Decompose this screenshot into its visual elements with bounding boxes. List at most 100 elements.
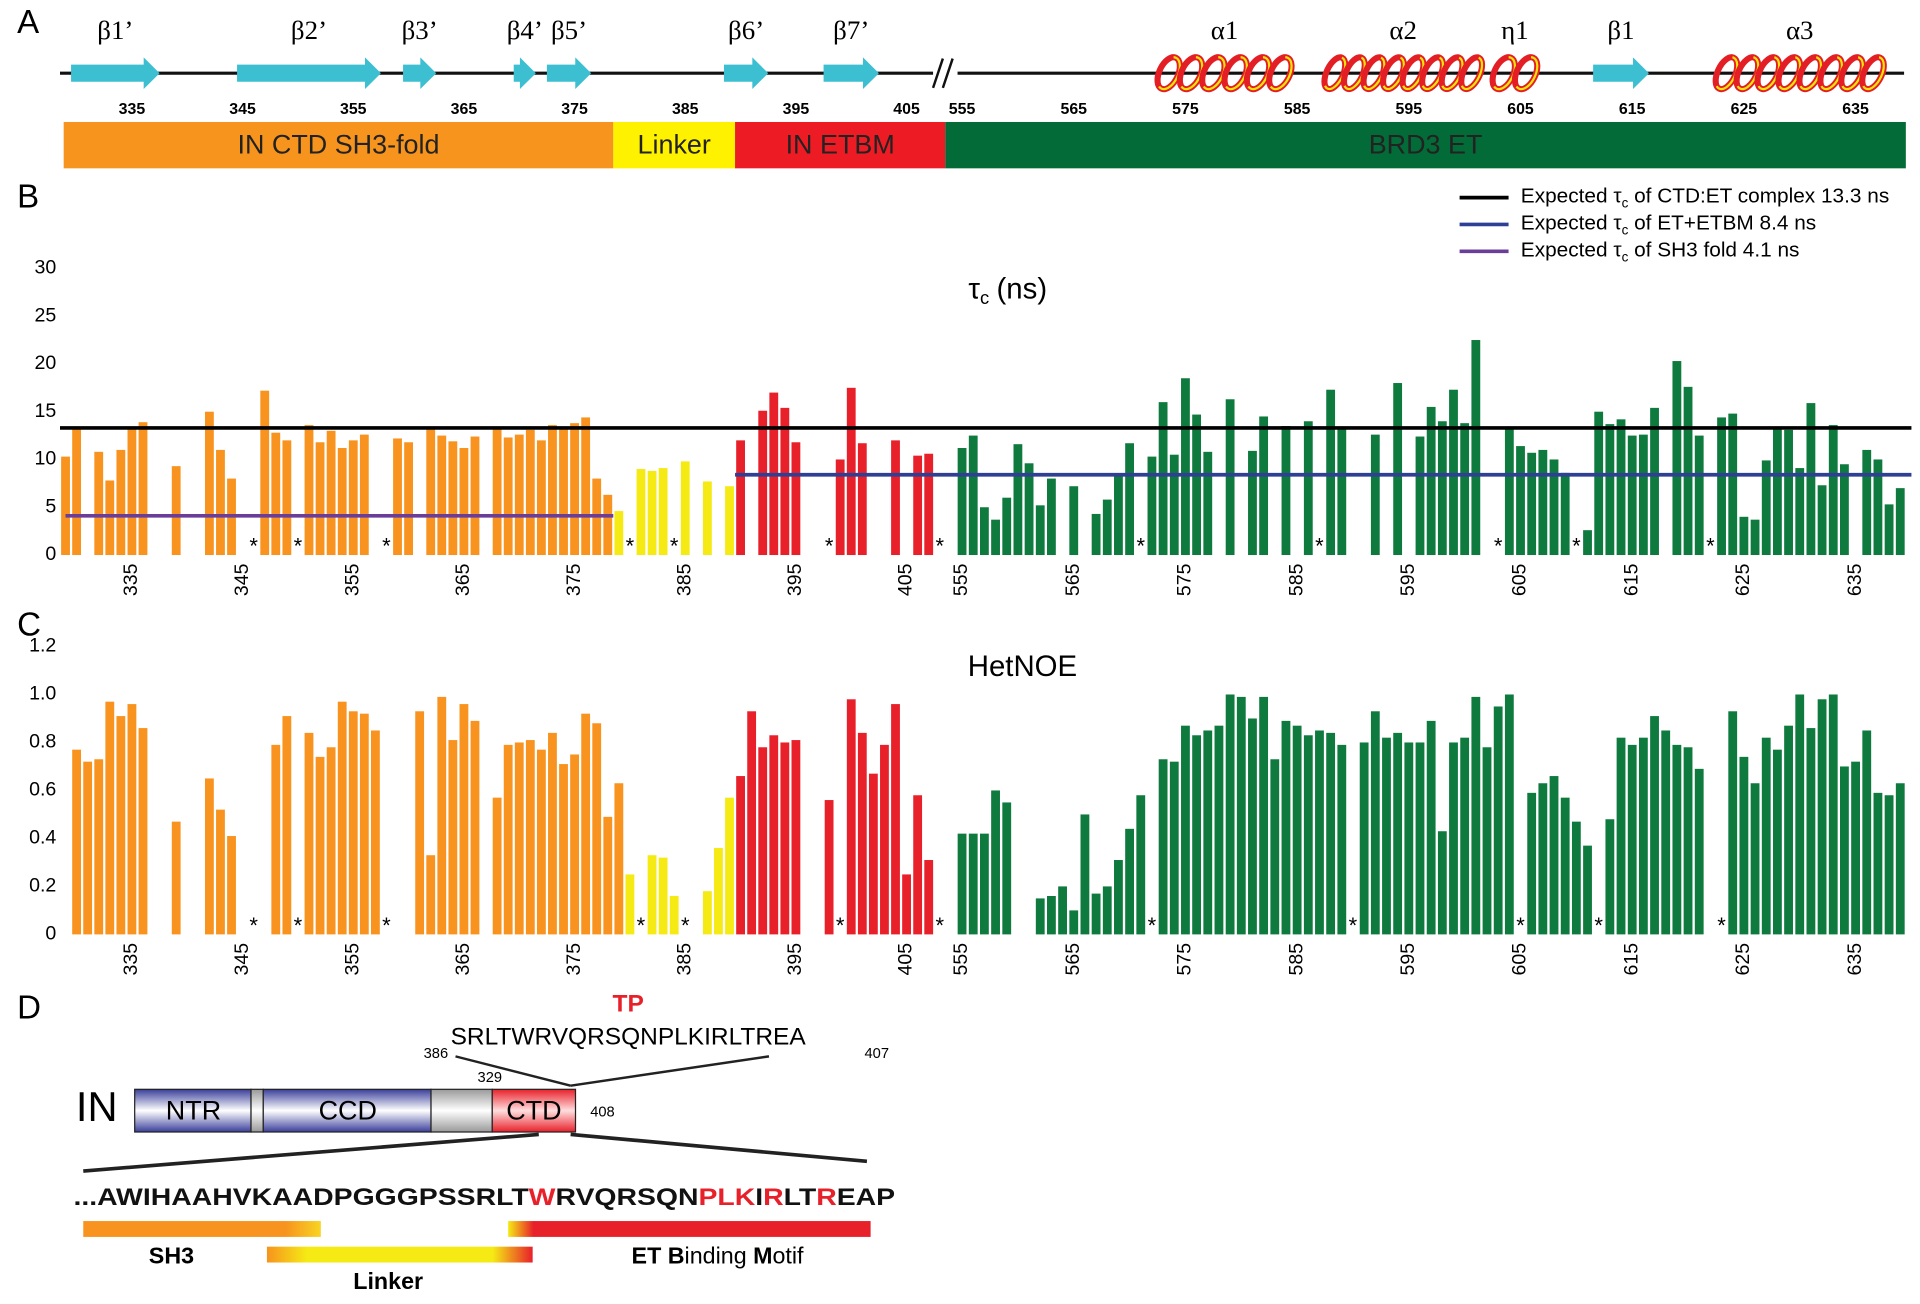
missing-marker: * bbox=[294, 534, 303, 559]
element-label: β5’ bbox=[551, 15, 587, 45]
motif-label: TP bbox=[613, 991, 644, 1018]
missing-marker: * bbox=[836, 913, 845, 938]
bar bbox=[979, 507, 989, 556]
bar bbox=[924, 860, 934, 935]
sequence-part: RVQRSQN bbox=[555, 1185, 698, 1212]
x-tick-label: 575 bbox=[1174, 943, 1196, 976]
bar bbox=[1248, 718, 1257, 935]
region-label: ET Binding Motif bbox=[632, 1243, 805, 1269]
bar bbox=[514, 742, 524, 935]
bar bbox=[1694, 435, 1704, 556]
x-tick-label: 575 bbox=[1174, 563, 1196, 596]
zoom-line bbox=[570, 1132, 868, 1164]
residue-tick-label: 635 bbox=[1842, 101, 1869, 118]
bar bbox=[1125, 443, 1135, 556]
domain-box-label: CTD bbox=[506, 1096, 561, 1126]
residue-tick-label: 595 bbox=[1396, 101, 1423, 118]
bar bbox=[1784, 725, 1793, 935]
bar bbox=[1259, 416, 1269, 556]
strand-arrow bbox=[723, 57, 769, 90]
element-label: β2’ bbox=[291, 15, 327, 45]
bar bbox=[1728, 413, 1738, 556]
bar bbox=[968, 435, 978, 556]
bar bbox=[1091, 893, 1101, 935]
residue-tick-label: 575 bbox=[1172, 101, 1199, 118]
x-tick-label: 405 bbox=[895, 563, 917, 596]
bar bbox=[1047, 478, 1056, 556]
domain-label: Linker bbox=[638, 130, 711, 160]
zoom-line bbox=[570, 1055, 770, 1087]
bar bbox=[1739, 756, 1749, 935]
residue-tick-label: 565 bbox=[1060, 101, 1087, 118]
bar bbox=[1013, 444, 1023, 556]
missing-marker: * bbox=[1349, 913, 1358, 938]
bar bbox=[459, 704, 469, 935]
bar bbox=[570, 423, 579, 556]
element-label: α3 bbox=[1786, 15, 1814, 45]
bar bbox=[702, 481, 712, 556]
bar bbox=[72, 428, 82, 556]
bar bbox=[636, 469, 646, 556]
missing-marker: * bbox=[626, 534, 635, 559]
missing-marker: * bbox=[1148, 913, 1157, 938]
bar bbox=[891, 704, 900, 935]
sequence-part: ...AWIHAAHVKAADPGGGPSSRLT bbox=[73, 1185, 528, 1212]
bar bbox=[1650, 407, 1659, 556]
bar bbox=[1169, 761, 1179, 935]
bar bbox=[282, 716, 292, 935]
region-label: SH3 bbox=[149, 1243, 194, 1269]
missing-marker: * bbox=[294, 913, 303, 938]
title-subscript: c bbox=[980, 287, 989, 308]
element-label: β3’ bbox=[402, 15, 438, 45]
bar bbox=[824, 800, 834, 935]
bar bbox=[1605, 819, 1615, 935]
bar bbox=[1069, 486, 1079, 556]
y-tick-label: 10 bbox=[35, 448, 57, 470]
bar bbox=[1862, 730, 1872, 935]
helix-turn-inner bbox=[1460, 56, 1484, 91]
bar bbox=[846, 699, 856, 935]
bar bbox=[492, 797, 502, 935]
domain-box-label: NTR bbox=[166, 1096, 221, 1126]
bar bbox=[924, 453, 934, 556]
sequence-part: W bbox=[529, 1185, 557, 1212]
bar bbox=[459, 448, 469, 556]
bar bbox=[1415, 742, 1425, 935]
y-tick-label: 0 bbox=[45, 923, 56, 945]
domain-schematic bbox=[83, 1055, 871, 1263]
bar bbox=[227, 836, 236, 935]
bar bbox=[1337, 428, 1347, 556]
bar bbox=[1203, 451, 1213, 556]
bar bbox=[1806, 403, 1816, 556]
bar bbox=[614, 783, 624, 935]
region-label-part: otif bbox=[772, 1243, 804, 1269]
x-tick-label: 355 bbox=[341, 563, 363, 596]
bar bbox=[1024, 463, 1034, 556]
region-label: Linker bbox=[353, 1268, 423, 1294]
bar bbox=[559, 426, 568, 556]
bar bbox=[437, 435, 447, 556]
residue-tick-label: 355 bbox=[340, 101, 367, 118]
missing-marker: * bbox=[1136, 534, 1145, 559]
bar bbox=[1616, 737, 1626, 935]
bar bbox=[868, 773, 878, 935]
ctd-end: 408 bbox=[590, 1104, 615, 1120]
bar bbox=[1795, 694, 1805, 935]
bar bbox=[857, 443, 867, 556]
bar bbox=[1862, 449, 1872, 556]
helix-turn-inner bbox=[1268, 56, 1293, 91]
bar bbox=[315, 756, 325, 935]
bar bbox=[1672, 361, 1682, 556]
bar bbox=[1002, 497, 1012, 556]
region-label-part: inding bbox=[685, 1243, 754, 1269]
bar bbox=[1370, 711, 1380, 935]
region-label-part: ET B bbox=[632, 1243, 685, 1269]
bar bbox=[913, 795, 923, 935]
bar bbox=[581, 713, 591, 935]
bar bbox=[1102, 499, 1112, 556]
bar bbox=[94, 759, 104, 935]
bar bbox=[658, 857, 668, 935]
missing-marker: * bbox=[1315, 534, 1324, 559]
bar bbox=[536, 440, 546, 556]
bar bbox=[359, 434, 369, 556]
